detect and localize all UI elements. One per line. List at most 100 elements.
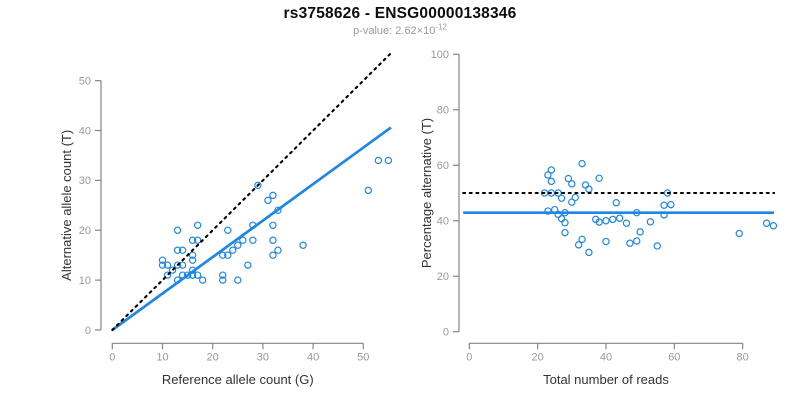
data-point — [239, 236, 247, 244]
data-point — [735, 229, 743, 238]
data-point — [561, 228, 569, 237]
data-point — [667, 200, 675, 209]
data-point — [595, 218, 603, 226]
y-axis-title: Percentage alternative (T) — [419, 118, 434, 268]
data-point — [178, 246, 187, 254]
data-point — [198, 276, 207, 284]
data-point — [374, 156, 383, 165]
data-point — [193, 236, 202, 244]
data-point — [219, 276, 227, 284]
data-point — [173, 261, 182, 269]
fit-line — [111, 126, 392, 332]
y-tick-label: 0 — [85, 325, 91, 337]
data-point — [615, 214, 624, 222]
data-point — [581, 181, 590, 189]
identity-line — [111, 52, 392, 332]
data-point — [183, 271, 192, 279]
data-point — [609, 215, 617, 224]
data-point — [178, 261, 187, 269]
x-tick-label: 20 — [207, 351, 219, 363]
data-point — [173, 246, 182, 254]
data-point — [188, 251, 197, 259]
data-point — [564, 174, 573, 183]
y-tick-label: 40 — [437, 216, 449, 228]
percentage-scatter: 0 20 40 60 80 100 0 20 40 60 80 Total number of rea… — [419, 49, 778, 387]
x-tick-label: 40 — [307, 351, 319, 363]
data-point — [384, 156, 393, 165]
data-point — [264, 196, 272, 205]
data-point — [571, 193, 579, 202]
x-tick-label: 0 — [466, 351, 472, 363]
pvalue-text: p-value: 2.62×10 — [353, 25, 436, 37]
data-point — [188, 256, 197, 264]
y-tick-label: 0 — [443, 327, 449, 339]
x-tick-label: 80 — [737, 351, 749, 363]
data-point — [229, 246, 237, 254]
x-tick-label: 10 — [156, 351, 168, 363]
data-point — [193, 221, 202, 229]
data-point — [234, 241, 242, 249]
data-point — [653, 242, 661, 250]
data-point — [188, 236, 197, 244]
data-point — [269, 236, 277, 244]
figure-subtitle: p-value: 2.62×10-12 — [0, 22, 800, 37]
x-tick-label: 40 — [600, 351, 612, 363]
data-point — [602, 237, 610, 246]
data-point — [557, 194, 566, 202]
data-point — [249, 236, 257, 244]
data-point — [193, 271, 202, 279]
data-point — [762, 219, 771, 227]
y-tick-label: 60 — [437, 160, 449, 172]
data-point — [544, 171, 552, 179]
allele-count-scatter: 0 10 20 30 40 50 0 10 20 30 40 50 Reference allele c… — [59, 52, 393, 387]
y-tick-label: 20 — [437, 271, 449, 283]
figure-title: rs3758626 - ENSG00000138346 — [283, 5, 517, 22]
data-point — [299, 241, 307, 249]
y-tick-label: 100 — [431, 49, 449, 61]
data-point — [557, 215, 566, 223]
data-point — [219, 251, 227, 259]
data-point — [574, 241, 583, 249]
data-point — [568, 198, 576, 206]
data-point — [254, 181, 262, 190]
data-point — [595, 174, 603, 182]
data-point — [660, 201, 668, 209]
data-point — [547, 166, 556, 174]
data-point — [244, 261, 252, 269]
data-point — [578, 235, 586, 244]
x-tick-label: 0 — [109, 351, 115, 363]
data-point — [163, 261, 172, 269]
y-tick-label: 40 — [79, 125, 91, 137]
data-point — [568, 180, 576, 188]
data-point — [561, 218, 569, 227]
data-point — [585, 185, 593, 193]
x-tick-label: 30 — [257, 351, 269, 363]
data-point — [602, 217, 610, 225]
data-point — [269, 251, 277, 259]
data-point — [769, 222, 778, 230]
data-point — [219, 271, 227, 279]
y-tick-label: 20 — [79, 225, 91, 237]
data-point — [269, 191, 277, 200]
data-point — [234, 276, 242, 284]
x-axis-title: Total number of reads — [543, 372, 669, 387]
data-point — [646, 218, 655, 226]
data-point — [224, 251, 232, 259]
data-point — [578, 159, 586, 168]
data-point — [173, 226, 182, 234]
data-point — [547, 177, 556, 186]
data-point — [163, 271, 172, 279]
x-tick-label: 60 — [668, 351, 680, 363]
data-point — [158, 261, 167, 269]
data-point — [224, 226, 232, 234]
data-point — [544, 207, 552, 215]
x-axis-title: Reference allele count (G) — [162, 372, 314, 387]
data-point — [158, 256, 167, 264]
data-point — [612, 199, 620, 207]
y-tick-label: 30 — [79, 175, 91, 187]
pvalue-exponent: -12 — [435, 22, 447, 32]
data-point — [626, 239, 634, 247]
data-point — [636, 228, 644, 236]
